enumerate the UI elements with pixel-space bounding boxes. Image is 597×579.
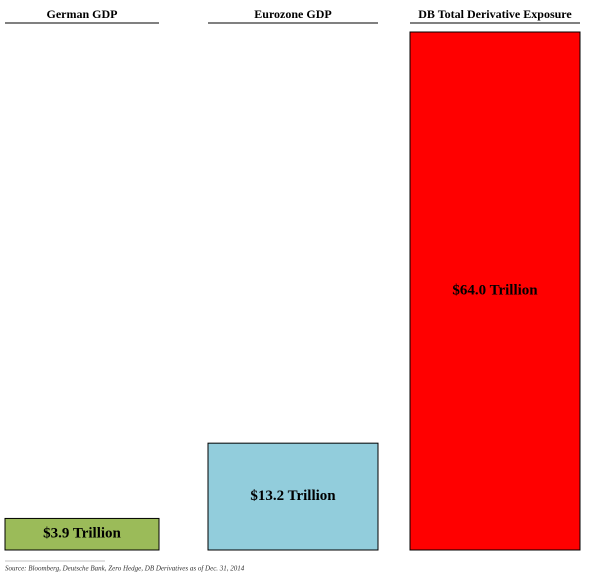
value-label: $13.2 Trillion <box>250 488 336 504</box>
value-label: $64.0 Trillion <box>452 282 538 298</box>
column-header: Eurozone GDP <box>254 7 331 21</box>
bar <box>409 31 581 551</box>
column-header: German GDP <box>47 7 118 21</box>
source-note: Source: Bloomberg, Deutsche Bank, Zero H… <box>5 565 245 573</box>
column-header: DB Total Derivative Exposure <box>418 7 572 21</box>
value-label: $3.9 Trillion <box>43 526 121 542</box>
bar <box>4 517 160 551</box>
bar <box>207 442 379 551</box>
